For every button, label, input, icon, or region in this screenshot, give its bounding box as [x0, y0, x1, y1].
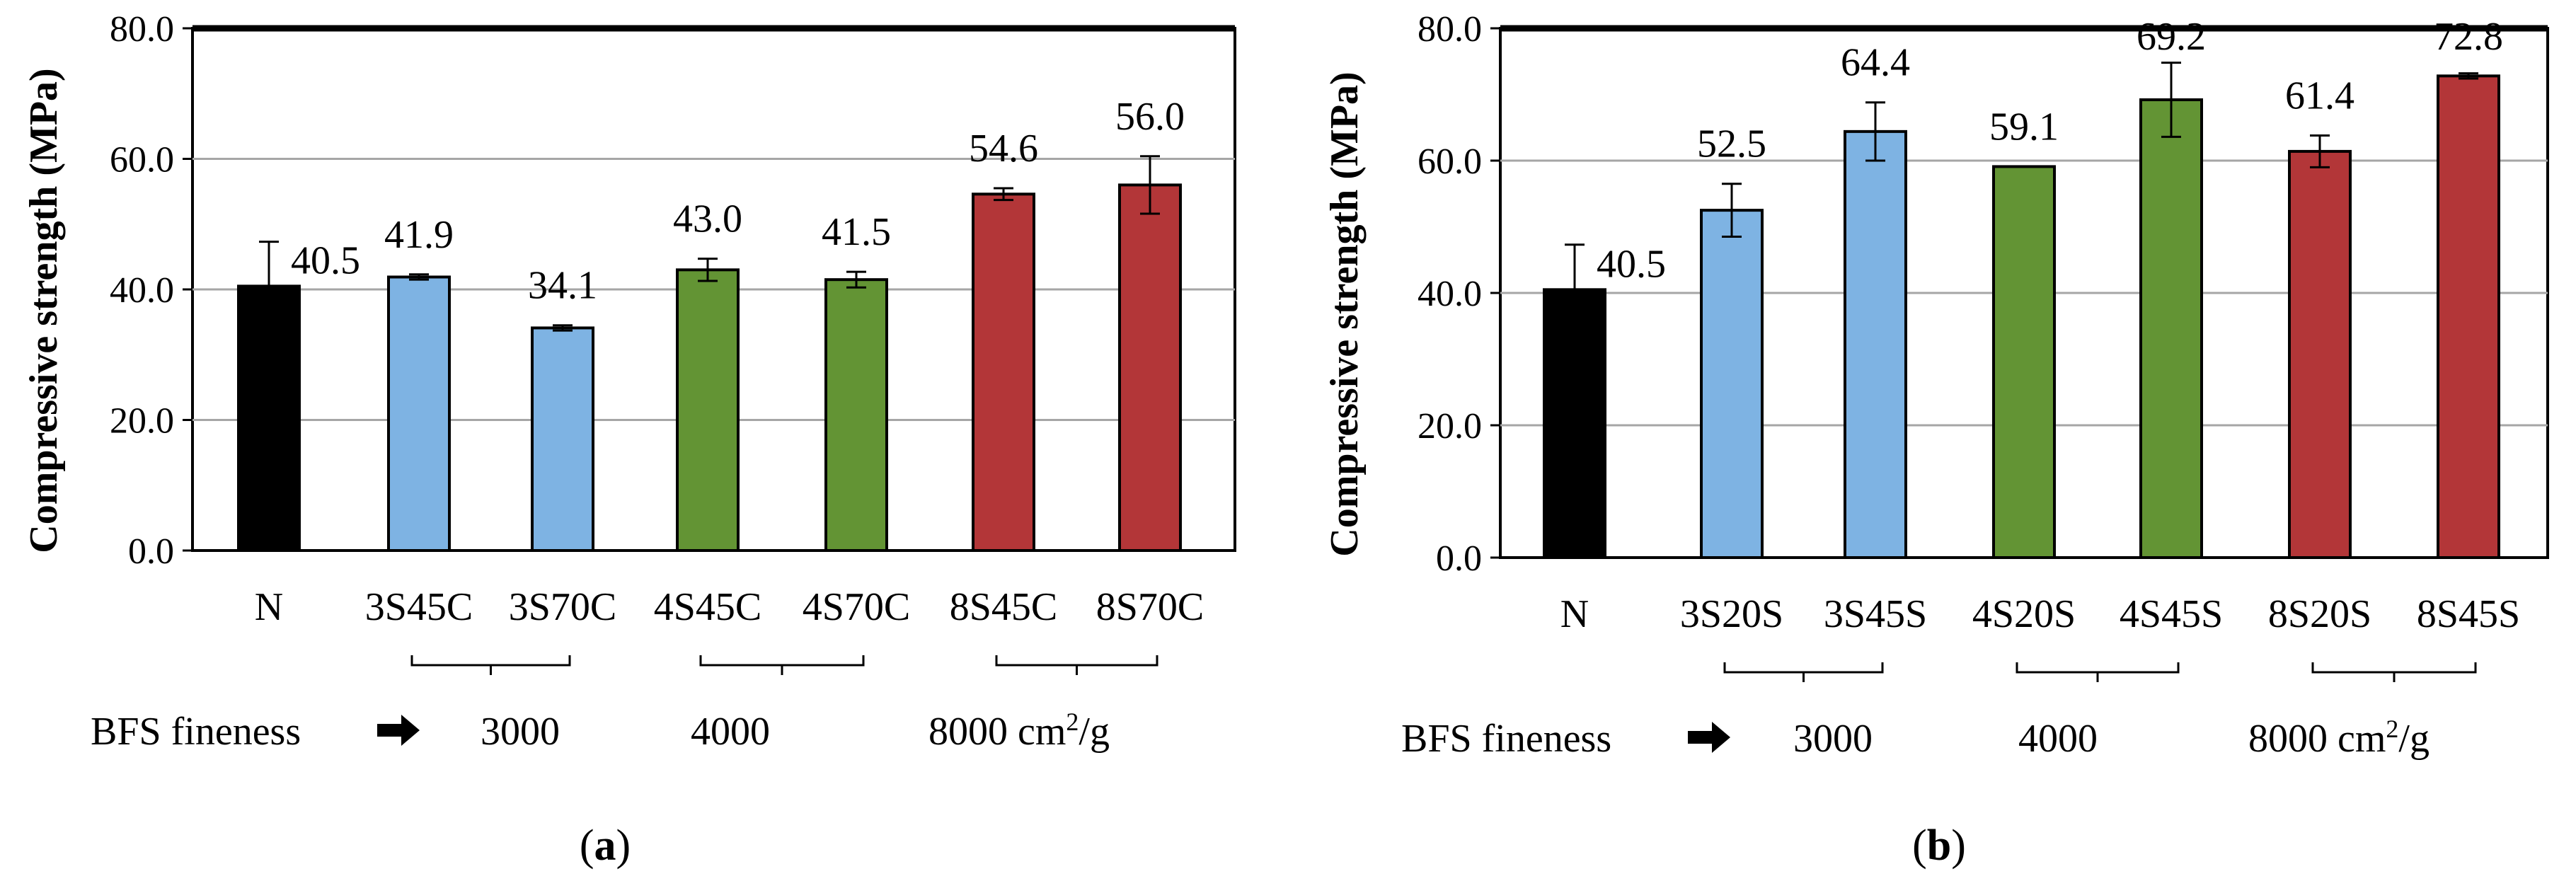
- group-bracket: [1723, 662, 1884, 682]
- data-label-4S70C: 41.5: [822, 210, 891, 254]
- bar-8S45S: [2437, 74, 2500, 559]
- group-bracket: [2311, 662, 2477, 682]
- data-label-4S20S: 59.1: [1989, 105, 2059, 149]
- data-label-3S70C: 34.1: [528, 264, 597, 308]
- y-tick-label: 20.0: [1418, 406, 1482, 446]
- y-tick-label: 40.0: [1418, 274, 1482, 314]
- group-bracket: [699, 655, 865, 675]
- panel-label: (a): [580, 822, 631, 870]
- arrow-right-icon: [377, 715, 420, 746]
- x-tick-label-8S45C: 8S45C: [950, 585, 1058, 629]
- bar-3S70C: [531, 326, 594, 552]
- bar-8S70C: [1118, 183, 1182, 552]
- arrow-right-icon: [1688, 722, 1730, 753]
- bar-8S20S: [2288, 149, 2352, 560]
- x-tick-label-N: N: [255, 585, 283, 629]
- bar-4S20S: [1992, 165, 2056, 560]
- y-tick-label: 20.0: [110, 401, 174, 442]
- bar-3S45C: [387, 275, 451, 552]
- x-tick-label-8S45S: 8S45S: [2417, 592, 2520, 636]
- y-axis-label: Compressive strength (MPa): [1323, 71, 1367, 556]
- bfs-fineness-label: BFS fineness: [1401, 717, 1611, 761]
- data-label-N: 40.5: [1597, 242, 1666, 286]
- panel-label: (b): [1912, 822, 1966, 870]
- data-label-8S45C: 54.6: [969, 127, 1038, 171]
- bar-4S45S: [2139, 98, 2203, 560]
- bfs-fineness-label: BFS fineness: [91, 710, 301, 754]
- data-label-3S20S: 52.5: [1697, 122, 1766, 166]
- bar-3S20S: [1700, 209, 1764, 559]
- bar-3S45S: [1844, 129, 1907, 560]
- x-tick-label-3S45C: 3S45C: [365, 585, 473, 629]
- chart-panel-a: 0.0 20.0 40.0 60.0 80.0 Compressive strength …: [22, 9, 1236, 870]
- group-label-3000: 3000: [481, 710, 560, 754]
- group-label-8000: 8000 cm2/g: [928, 708, 1110, 754]
- data-label-8S20S: 61.4: [2285, 74, 2354, 117]
- y-tick-label: 60.0: [110, 140, 174, 180]
- x-tick-label-3S45S: 3S45S: [1824, 592, 1927, 636]
- x-tick-label-4S45S: 4S45S: [2120, 592, 2223, 636]
- data-label-8S45S: 72.8: [2434, 15, 2503, 59]
- y-tick-label: 0.0: [1436, 538, 1482, 579]
- group-label-8000: 8000 cm2/g: [2248, 715, 2430, 761]
- x-tick-label-4S20S: 4S20S: [1972, 592, 2076, 636]
- y-tick-label: 40.0: [110, 270, 174, 311]
- data-label-4S45C: 43.0: [673, 197, 742, 241]
- chart-panel-b: 0.0 20.0 40.0 60.0 80.0 Compressive strength …: [1323, 9, 2549, 870]
- data-label-4S45S: 69.2: [2137, 15, 2206, 59]
- x-tick-label-3S70C: 3S70C: [509, 585, 617, 629]
- group-bracket: [410, 655, 571, 675]
- group-bracket: [2016, 662, 2180, 682]
- group-label-3000: 3000: [1793, 717, 1873, 761]
- y-axis-label: Compressive strength (MPa): [22, 68, 66, 553]
- y-tick-label: 60.0: [1418, 142, 1482, 182]
- bar-8S45C: [972, 192, 1035, 552]
- group-label-4000: 4000: [2018, 717, 2098, 761]
- y-tick-label: 80.0: [1418, 9, 1482, 50]
- data-label-3S45C: 41.9: [384, 213, 454, 257]
- x-tick-label-8S20S: 8S20S: [2268, 592, 2371, 636]
- x-tick-label-4S70C: 4S70C: [803, 585, 911, 629]
- data-label-N: 40.5: [291, 238, 360, 282]
- data-label-8S70C: 56.0: [1115, 95, 1185, 139]
- bar-4S70C: [824, 278, 888, 552]
- y-tick-label: 0.0: [128, 531, 174, 572]
- data-label-3S45S: 64.4: [1841, 41, 1910, 85]
- group-label-4000: 4000: [691, 710, 770, 754]
- y-tick-label: 80.0: [110, 9, 174, 50]
- x-tick-label-N: N: [1560, 592, 1589, 636]
- x-tick-label-4S45C: 4S45C: [654, 585, 762, 629]
- bar-4S45C: [676, 268, 740, 552]
- group-bracket: [995, 655, 1158, 675]
- x-tick-label-3S20S: 3S20S: [1680, 592, 1783, 636]
- x-tick-label-8S70C: 8S70C: [1096, 585, 1204, 629]
